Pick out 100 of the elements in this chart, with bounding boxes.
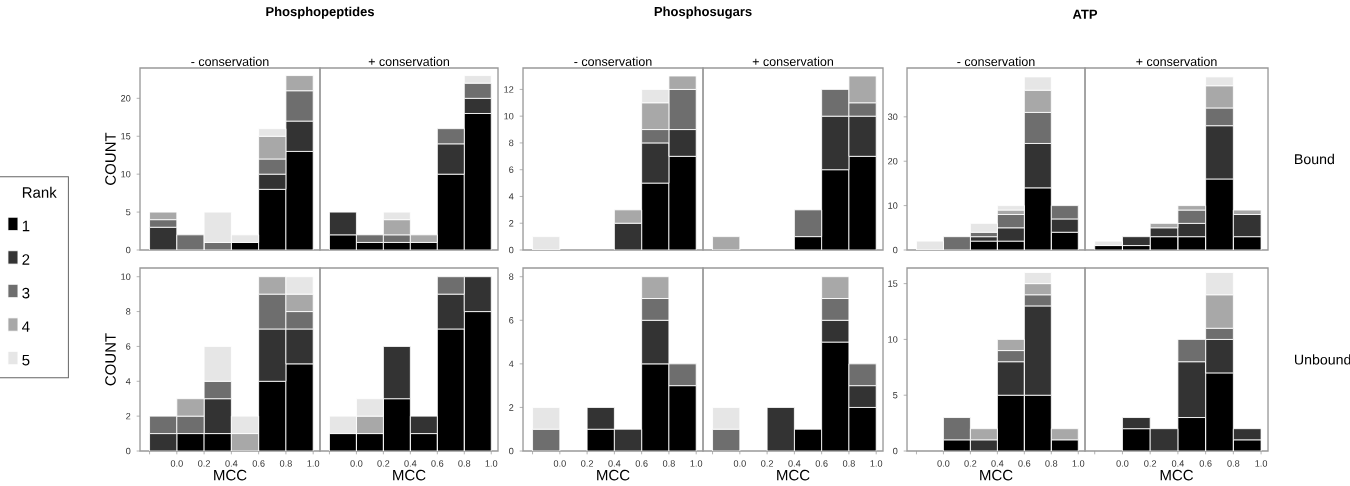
x-axis-title: MCC — [1160, 469, 1194, 481]
y-tick-label: 20 — [888, 157, 898, 165]
x-tick-label: 1.0 — [1072, 460, 1085, 467]
y-tick-label: 10 — [504, 112, 514, 120]
x-tick-label: 0.8 — [279, 460, 292, 467]
y-tick-label: 2 — [509, 220, 514, 227]
y-axis-title: COUNT — [105, 132, 116, 185]
y-tick-label: 0 — [893, 246, 898, 254]
x-tick-label: 0.8 — [1227, 460, 1240, 467]
y-tick-label: 20 — [121, 95, 131, 102]
y-tick-label: 5 — [893, 392, 898, 399]
text: Unbound — [1295, 354, 1350, 365]
y-tick-label: 4 — [508, 360, 514, 368]
y-tick-label: 0 — [126, 246, 131, 254]
x-tick-label: 0.0 — [170, 460, 183, 467]
x-tick-label: 0.2 — [761, 460, 774, 467]
bar — [641, 142, 670, 184]
x-axis-title: MCC — [597, 469, 630, 481]
y-tick-label: 0 — [126, 447, 131, 455]
x-tick-label: 1.0 — [870, 460, 883, 467]
x-tick-label: 0.0 — [350, 460, 363, 467]
y-axis-title: COUNT — [105, 333, 116, 386]
bar — [1023, 111, 1052, 144]
x-tick-label: 0.0 — [733, 460, 746, 467]
x-tick-label: 0.6 — [252, 460, 265, 467]
y-tick-label: 2 — [509, 404, 514, 411]
x-tick-label: 0.8 — [662, 460, 675, 467]
bar — [668, 129, 697, 157]
text: Bound — [1295, 153, 1334, 165]
chart-title: Phosphopeptides — [266, 6, 375, 19]
bar — [586, 407, 615, 430]
x-tick-label: 0.2 — [964, 460, 977, 467]
chart-subtitle: + conservation — [368, 56, 449, 67]
x-tick-label: 0.4 — [991, 460, 1004, 467]
x-tick-label: 0.2 — [377, 460, 390, 467]
y-tick-label: 4 — [125, 378, 131, 385]
y-tick-label: 8 — [509, 273, 514, 280]
x-tick-label: 0.6 — [1018, 460, 1031, 467]
chart-subtitle: - conservation — [191, 56, 269, 67]
x-tick-label: 0.4 — [225, 460, 238, 467]
x-tick-label: 0.6 — [635, 460, 648, 467]
legend-label: 2 — [22, 254, 30, 265]
legend-label: 3 — [22, 287, 30, 299]
x-tick-label: 0.4 — [1171, 460, 1185, 467]
x-tick-label: 0.8 — [842, 460, 855, 467]
bar — [285, 90, 314, 122]
x-tick-label: 1.0 — [485, 460, 498, 467]
x-axis-title: MCC — [214, 469, 247, 481]
x-tick-label: 0.8 — [458, 460, 471, 467]
x-tick-label: 0.0 — [937, 460, 950, 467]
x-tick-label: 0.2 — [198, 460, 211, 467]
chart-subtitle: + conservation — [1136, 56, 1217, 67]
chart-subtitle: + conservation — [752, 56, 834, 66]
y-tick-label: 6 — [126, 343, 131, 350]
x-axis-title: MCC — [393, 469, 426, 481]
x-tick-label: 0.4 — [788, 460, 801, 467]
y-tick-label: 0 — [509, 447, 514, 455]
chart-subtitle: - conservation — [957, 56, 1035, 67]
y-tick-label: 10 — [121, 170, 131, 178]
bar — [409, 415, 438, 434]
y-tick-label: 8 — [509, 139, 514, 147]
y-tick-label: 30 — [887, 113, 898, 121]
y-tick-label: 0 — [509, 246, 514, 254]
y-tick-label: 4 — [508, 193, 514, 200]
y-tick-label: 12 — [504, 86, 514, 93]
x-tick-label: 0.6 — [815, 460, 828, 467]
y-tick-label: 15 — [888, 280, 898, 287]
y-tick-label: 6 — [509, 166, 514, 173]
legend-label: 4 — [22, 321, 30, 332]
x-tick-label: 0.2 — [581, 460, 594, 467]
x-tick-label: 0.4 — [404, 460, 417, 467]
y-tick-label: 10 — [121, 273, 131, 280]
y-tick-label: 10 — [888, 202, 898, 209]
bar — [712, 236, 741, 250]
legend-label: 1 — [22, 220, 30, 232]
x-tick-label: 0.2 — [1144, 460, 1157, 467]
legend-label: 5 — [22, 354, 30, 366]
y-tick-label: 6 — [509, 317, 514, 324]
x-axis-title: MCC — [777, 469, 810, 481]
bar — [641, 319, 670, 365]
x-tick-label: 1.0 — [307, 460, 320, 467]
bar — [1122, 428, 1151, 451]
x-tick-label: 1.0 — [690, 460, 703, 467]
legend-title: Rank — [22, 186, 57, 198]
x-tick-label: 0.6 — [1199, 460, 1212, 467]
x-tick-label: 0.0 — [553, 460, 566, 467]
y-tick-label: 5 — [126, 208, 131, 216]
y-tick-label: 10 — [888, 336, 898, 343]
x-tick-label: 0.4 — [608, 460, 621, 467]
x-tick-label: 0.8 — [1045, 460, 1058, 467]
y-tick-label: 0 — [893, 447, 898, 455]
y-tick-label: 8 — [126, 308, 131, 315]
y-tick-label: 2 — [126, 412, 131, 420]
chart-title: ATP — [1072, 9, 1098, 19]
x-tick-label: 0.0 — [1116, 460, 1129, 467]
chart-subtitle: - conservation — [574, 56, 652, 66]
x-tick-label: 0.6 — [431, 460, 444, 467]
bar — [996, 205, 1025, 211]
chart-title: Phosphosugars — [654, 6, 752, 19]
x-axis-title: MCC — [980, 469, 1013, 481]
